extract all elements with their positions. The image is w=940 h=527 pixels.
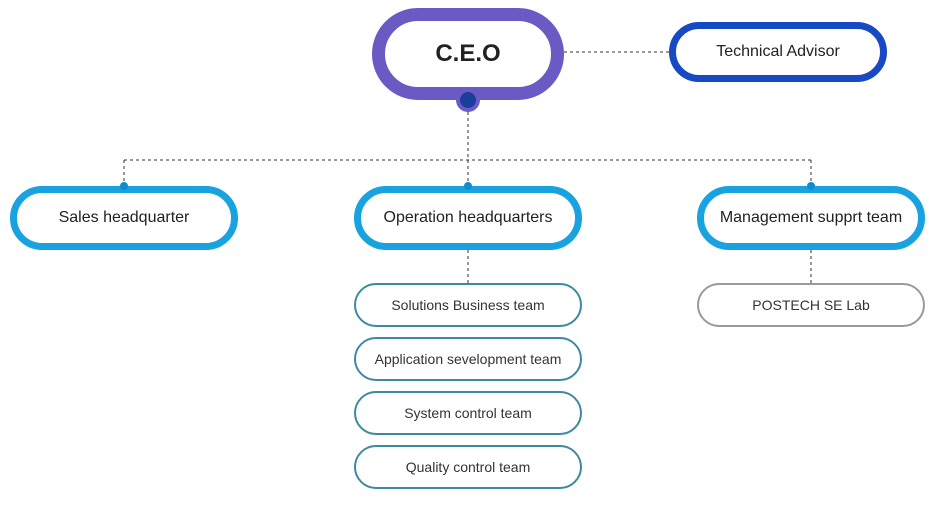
sales-label: Sales headquarter (59, 209, 190, 227)
sales-knob (120, 182, 128, 190)
mgmt-knob (807, 182, 815, 190)
ops-sub-label: Application sevelopment team (375, 351, 562, 367)
mgmt-node: Management supprt team (697, 186, 925, 250)
ops-knob (464, 182, 472, 190)
advisor-node: Technical Advisor (669, 22, 887, 82)
ops-sub-label: Quality control team (406, 459, 531, 475)
ops-sub-node: Application sevelopment team (354, 337, 582, 381)
ops-label: Operation headquarters (384, 209, 553, 227)
ops-sub-node: Solutions Business team (354, 283, 582, 327)
ops-sub-node: System control team (354, 391, 582, 435)
ops-sub-label: System control team (404, 405, 532, 421)
sales-node: Sales headquarter (10, 186, 238, 250)
mgmt-sub-node: POSTECH SE Lab (697, 283, 925, 327)
mgmt-label: Management supprt team (720, 209, 902, 227)
advisor-label: Technical Advisor (716, 43, 840, 61)
ops-node: Operation headquarters (354, 186, 582, 250)
mgmt-sub-label: POSTECH SE Lab (752, 297, 870, 313)
ops-sub-label: Solutions Business team (391, 297, 544, 313)
ops-sub-node: Quality control team (354, 445, 582, 489)
ceo-node: C.E.O (372, 8, 564, 100)
ceo-knob-inner (460, 92, 476, 108)
ceo-label: C.E.O (435, 40, 500, 68)
